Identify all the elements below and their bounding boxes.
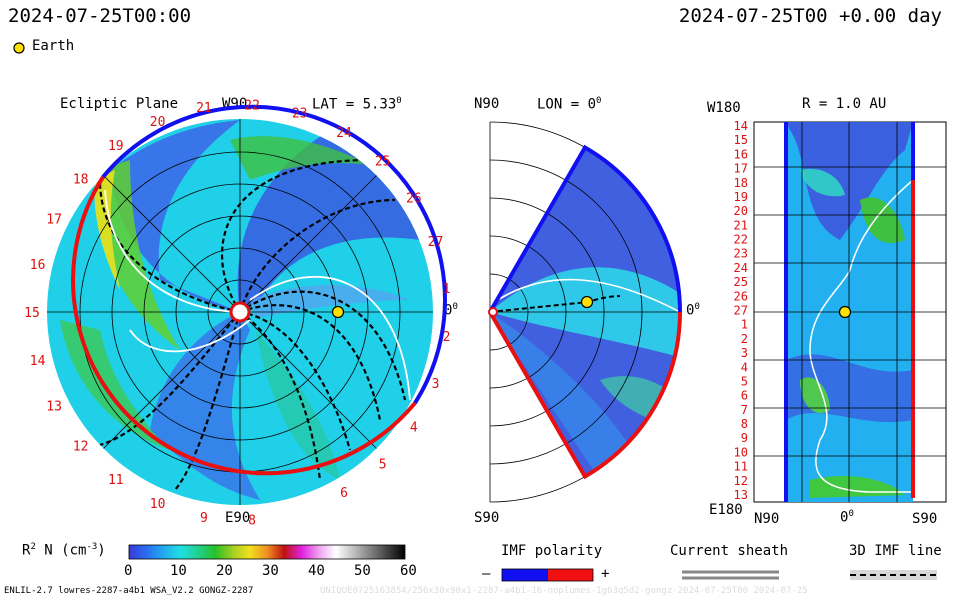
radial-row-label: 11 <box>734 460 748 474</box>
radial-row-label: 6 <box>741 389 748 403</box>
date-left: 2024-07-25T00:00 <box>8 5 192 27</box>
radial-title: R = 1.0 AU <box>802 96 887 112</box>
earth-legend-marker <box>13 42 25 54</box>
imf-polarity-pos <box>548 569 593 581</box>
ecliptic-panel: 6543212726252423222120191817161514131211… <box>24 98 450 528</box>
rotation-number: 17 <box>46 213 62 228</box>
rotation-number: 8 <box>248 514 256 529</box>
ecliptic-title: Ecliptic Plane <box>60 96 179 112</box>
colorbar-label: R2 N (cm-3) <box>22 542 106 559</box>
radial-row-label: 20 <box>734 204 748 218</box>
ecliptic-lat-label: LAT = 5.330 <box>312 96 402 113</box>
meridional-right-label: 00 <box>686 302 700 319</box>
rotation-number: 4 <box>410 420 418 435</box>
rotation-number: 3 <box>432 377 440 392</box>
rotation-number: 21 <box>196 101 212 116</box>
radial-row-label: 10 <box>734 445 748 459</box>
imf-polarity-minus: – <box>482 566 491 582</box>
imf-polarity-plus: + <box>601 566 610 582</box>
ecliptic-right-label: 00 <box>444 302 458 319</box>
radial-row-label: 19 <box>734 190 748 204</box>
rotation-number: 10 <box>150 497 166 512</box>
ecliptic-bottom-label: E90 <box>225 510 251 526</box>
radial-panel: 1415161718192021222324252627123456789101… <box>734 119 947 503</box>
rotation-number: 20 <box>150 115 166 130</box>
radial-row-label: 7 <box>741 403 748 417</box>
rotation-number: 9 <box>200 511 208 526</box>
meridional-lon-label: LON = 00 <box>537 96 602 113</box>
radial-bottom-label: E180 <box>709 502 743 518</box>
radial-row-label: 1 <box>741 318 748 332</box>
rotation-number: 24 <box>336 126 352 141</box>
imf-polarity-title: IMF polarity <box>501 543 603 559</box>
radial-row-label: 16 <box>734 147 748 161</box>
colorbar-tick: 50 <box>354 563 371 579</box>
meridional-top-label: N90 <box>474 96 500 112</box>
radial-row-label: 2 <box>741 332 748 346</box>
radial-row-labels: 1415161718192021222324252627123456789101… <box>734 119 748 502</box>
earth-legend-label: Earth <box>32 38 75 54</box>
footer-right: UNIQUE0725163854/256x30x90x1-2287-a4b1-1… <box>320 586 808 596</box>
current-sheath-title: Current sheath <box>670 543 789 559</box>
radial-row-label: 12 <box>734 474 748 488</box>
radial-row-label: 23 <box>734 247 748 261</box>
radial-row-label: 5 <box>741 375 748 389</box>
rotation-number: 26 <box>406 192 422 207</box>
radial-row-label: 22 <box>734 233 748 247</box>
rotation-number: 16 <box>30 258 46 273</box>
current-sheath-swatch <box>682 570 779 580</box>
colorbar-tick: 30 <box>262 563 279 579</box>
rotation-number: 27 <box>428 235 444 250</box>
colorbar-tick: 20 <box>216 563 233 579</box>
rotation-number: 23 <box>292 107 308 122</box>
rotation-number: 12 <box>73 440 89 455</box>
radial-top-label: W180 <box>707 100 741 116</box>
imf-line-title: 3D IMF line <box>849 543 942 559</box>
radial-row-label: 8 <box>741 417 748 431</box>
radial-row-label: 24 <box>734 261 748 275</box>
radial-row-label: 17 <box>734 162 748 176</box>
rotation-number: 15 <box>24 306 40 321</box>
rotation-number: 22 <box>244 98 260 113</box>
imf-polarity-neg <box>502 569 548 581</box>
rotation-number: 13 <box>46 399 62 414</box>
colorbar-tick: 60 <box>400 563 417 579</box>
rotation-number: 11 <box>108 473 124 488</box>
radial-row-label: 18 <box>734 176 748 190</box>
meridional-bottom-label: S90 <box>474 510 500 526</box>
radial-row-label: 26 <box>734 289 748 303</box>
colorbar-tick: 40 <box>308 563 325 579</box>
rotation-number: 14 <box>30 354 46 369</box>
radial-row-label: 15 <box>734 133 748 147</box>
radial-row-label: 27 <box>734 304 748 318</box>
imf-line-swatch <box>850 570 937 580</box>
radial-row-label: 3 <box>741 346 748 360</box>
meridional-panel <box>488 121 682 503</box>
date-right: 2024-07-25T00 +0.00 day <box>678 5 942 27</box>
radial-row-label: 25 <box>734 275 748 289</box>
radial-row-label: 21 <box>734 218 748 232</box>
rotation-number: 1 <box>443 282 451 297</box>
radial-x-label-0: 00 <box>840 509 854 526</box>
ecliptic-rotation-numbers: 6543212726252423222120191817161514131211… <box>24 98 450 528</box>
footer-left: ENLIL-2.7 lowres-2287-a4b1 WSA_V2.2 GONG… <box>4 586 254 596</box>
rotation-number: 19 <box>108 139 124 154</box>
radial-x-label-s90: S90 <box>912 511 938 527</box>
rotation-number: 6 <box>340 486 348 501</box>
radial-row-label: 9 <box>741 431 748 445</box>
rotation-number: 2 <box>443 330 451 345</box>
rotation-number: 25 <box>375 155 391 170</box>
radial-x-label-n90: N90 <box>754 511 780 527</box>
rotation-number: 5 <box>379 457 387 472</box>
rotation-number: 18 <box>73 172 89 187</box>
radial-row-label: 4 <box>741 360 748 374</box>
colorbar <box>128 544 406 560</box>
radial-row-label: 14 <box>734 119 748 133</box>
colorbar-tick: 10 <box>170 563 187 579</box>
colorbar-tick: 0 <box>124 563 133 579</box>
radial-row-label: 13 <box>734 488 748 502</box>
